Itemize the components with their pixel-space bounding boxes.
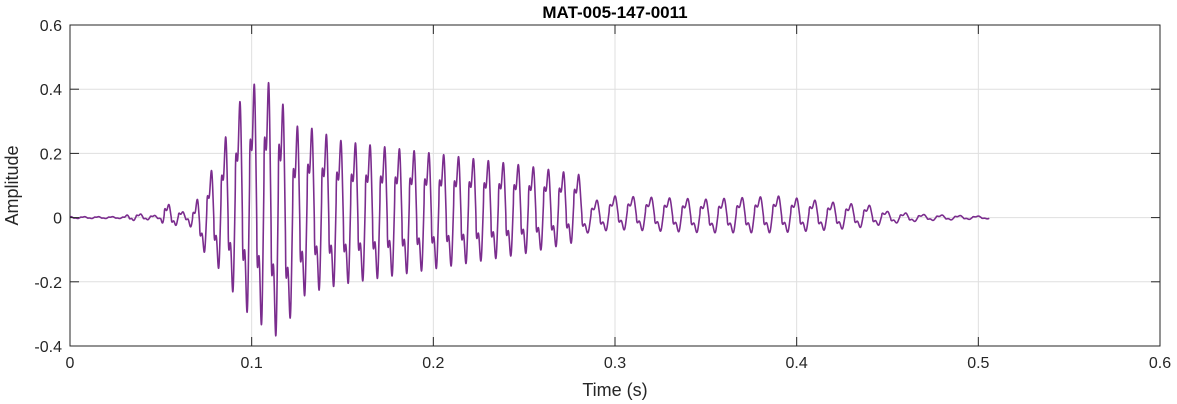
y-tick-label: 0.6 bbox=[40, 18, 62, 35]
x-tick-label: 0.5 bbox=[967, 355, 989, 372]
y-axis-label: Amplitude bbox=[2, 145, 22, 225]
y-tick-label: -0.2 bbox=[34, 275, 62, 292]
x-tick-label: 0.2 bbox=[422, 355, 444, 372]
y-tick-label: 0 bbox=[53, 211, 62, 228]
y-tick-label: 0.2 bbox=[40, 146, 62, 163]
x-tick-label: 0.6 bbox=[1149, 355, 1171, 372]
x-axis-label: Time (s) bbox=[582, 380, 647, 400]
y-tick-label: 0.4 bbox=[40, 82, 62, 99]
x-tick-label: 0.3 bbox=[604, 355, 626, 372]
axis-ticks: 0 0.1 0.2 0.3 0.4 0.5 0.6 -0.4 -0.2 0 0.2 0.4 0.6 bbox=[34, 18, 1171, 372]
x-tick-label: 0 bbox=[66, 355, 75, 372]
x-tick-label: 0.1 bbox=[241, 355, 263, 372]
x-tick-label: 0.4 bbox=[786, 355, 808, 372]
chart-title: MAT-005-147-0011 bbox=[542, 3, 687, 22]
waveform-series-line bbox=[69, 81, 990, 337]
grid-lines bbox=[69, 24, 1161, 347]
y-tick-label: -0.4 bbox=[34, 339, 62, 356]
plot-area bbox=[69, 81, 990, 337]
